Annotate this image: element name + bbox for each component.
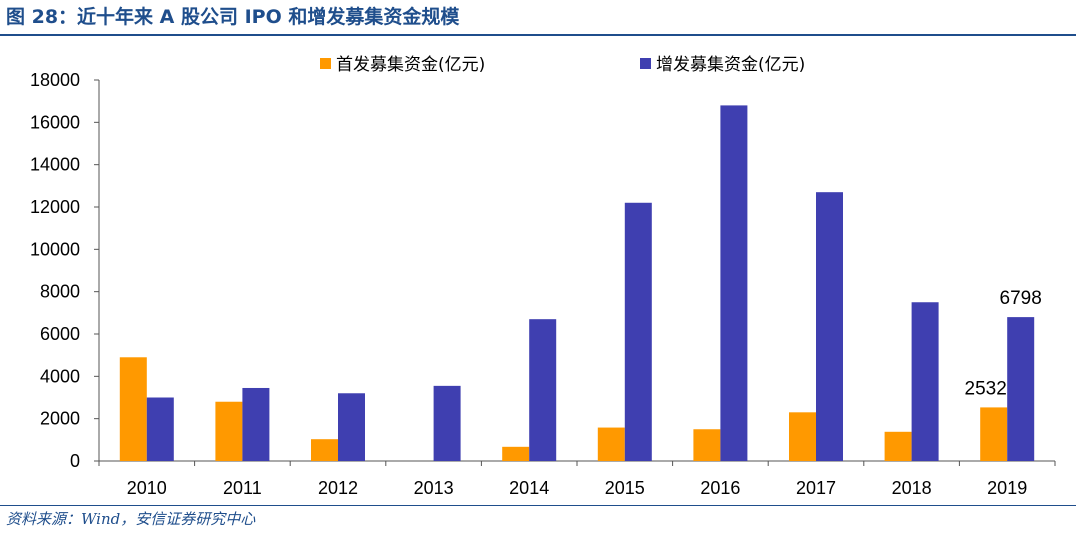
ipo-bar-2016 (693, 429, 721, 461)
x-tick-label: 2011 (223, 478, 262, 498)
y-tick-label: 12000 (30, 197, 80, 217)
seo-bar-2016 (720, 105, 748, 462)
y-tick-label: 4000 (40, 366, 80, 386)
seo-bar-2013 (433, 385, 461, 461)
x-tick-label: 2015 (605, 478, 645, 498)
ipo-bar-2018 (884, 431, 912, 461)
y-tick-label: 2000 (40, 409, 80, 429)
y-tick-label: 6000 (40, 324, 80, 344)
seo-bar-2017 (816, 192, 843, 461)
y-tick-label: 0 (70, 451, 80, 471)
y-tick-label: 18000 (30, 70, 80, 90)
ipo-bar-2017 (789, 412, 816, 461)
seo-bar-2011 (242, 387, 270, 461)
ipo-bar-2010 (119, 357, 147, 461)
ipo-bar-2014 (502, 446, 530, 461)
x-tick-label: 2018 (892, 478, 932, 498)
ipo-bar-2011 (215, 401, 243, 461)
legend-label: 首发募集资金(亿元) (336, 55, 485, 75)
data-label: 2532 (965, 378, 1007, 399)
ipo-bar-2012 (311, 439, 338, 461)
x-tick-label: 2010 (127, 478, 167, 498)
ipo-bar-2019 (980, 407, 1008, 461)
y-tick-label: 16000 (30, 112, 80, 132)
ipo-bar-2015 (597, 427, 625, 461)
y-tick-label: 14000 (30, 155, 80, 175)
x-tick-label: 2017 (796, 478, 836, 498)
source-note: 资料来源：Wind，安信证券研究中心 (6, 510, 256, 528)
seo-bar-2018 (911, 302, 939, 461)
x-tick-label: 2014 (509, 478, 549, 498)
legend-swatch (640, 58, 651, 69)
data-label: 6798 (1000, 288, 1042, 309)
legend-swatch (320, 58, 331, 69)
source-rule (0, 505, 1076, 506)
bar-chart: 0 2000 4000 6000 8000 10000 12000 14000 16000 180… (30, 55, 1056, 498)
legend-label: 增发募集资金(亿元) (656, 55, 805, 75)
seo-bar-2019 (1007, 317, 1035, 461)
seo-bar-2010 (146, 397, 174, 461)
seo-bar-2012 (338, 393, 365, 461)
seo-bar-2014 (529, 319, 557, 461)
x-tick-label: 2016 (700, 478, 740, 498)
x-tick-label: 2013 (414, 478, 454, 498)
figure-title: 图 28：近十年来 A 股公司 IPO 和增发募集资金规模 (6, 6, 460, 28)
x-tick-label: 2012 (318, 478, 358, 498)
x-tick-label: 2019 (987, 478, 1027, 498)
title-rule (0, 34, 1076, 36)
seo-bar-2015 (624, 202, 652, 461)
y-tick-label: 10000 (30, 239, 80, 259)
y-tick-label: 8000 (40, 282, 80, 302)
